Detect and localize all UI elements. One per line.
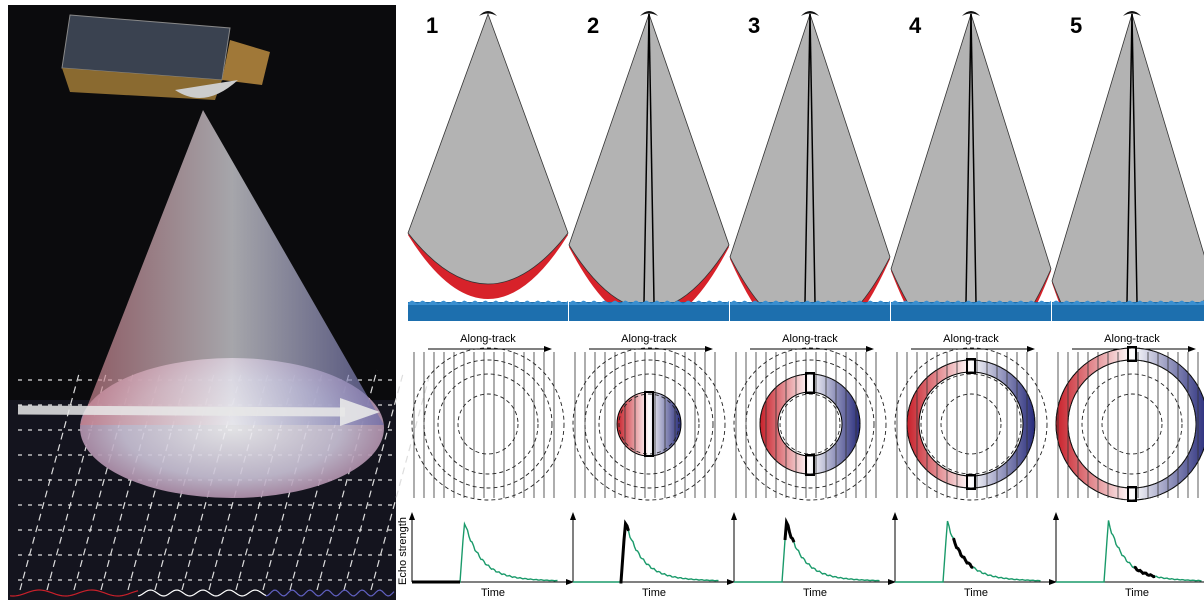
arrow-head bbox=[1188, 346, 1196, 352]
direction-label: Along-track bbox=[621, 333, 677, 345]
range-circle bbox=[424, 360, 552, 488]
echo-ring bbox=[907, 360, 1035, 488]
direction-label: Along-track bbox=[943, 333, 999, 345]
gate-waveform bbox=[785, 522, 794, 542]
waveform bbox=[895, 521, 1041, 582]
beam bbox=[730, 14, 890, 349]
x-axis-label: Time bbox=[481, 587, 505, 599]
arrow-head bbox=[544, 346, 552, 352]
arrow-head bbox=[705, 346, 713, 352]
satellite-illustration bbox=[8, 5, 431, 600]
x-axis-label: Time bbox=[964, 587, 988, 599]
beam-cone bbox=[730, 14, 890, 334]
range-circle bbox=[1068, 360, 1196, 488]
echo-ring bbox=[760, 374, 860, 474]
beam-cone bbox=[408, 14, 568, 284]
arrow-head bbox=[892, 512, 898, 520]
gate-waveform bbox=[1134, 567, 1155, 577]
echo-disk bbox=[617, 392, 681, 456]
panel-number: 3 bbox=[748, 13, 760, 38]
beam bbox=[408, 14, 568, 299]
direction-label: Along-track bbox=[460, 333, 516, 345]
arrow-head bbox=[570, 512, 576, 520]
arrow-head bbox=[731, 512, 737, 520]
range-circle bbox=[941, 394, 1001, 454]
panel: 5 Along-track Time bbox=[1052, 11, 1204, 599]
beam-cone bbox=[569, 14, 729, 309]
range-circle bbox=[458, 394, 518, 454]
gate-waveform bbox=[620, 524, 629, 582]
x-axis-label: Time bbox=[1125, 587, 1149, 599]
direction-label: Along-track bbox=[1104, 333, 1160, 345]
beam bbox=[569, 14, 729, 324]
panel-number: 1 bbox=[426, 13, 438, 38]
waveform bbox=[412, 524, 558, 582]
waveform bbox=[1056, 520, 1202, 582]
waveform bbox=[734, 522, 880, 582]
panel-number: 2 bbox=[587, 13, 599, 38]
panel: 4 Along-track Time bbox=[891, 11, 1057, 599]
panel: 2 Along-track Time bbox=[569, 11, 735, 599]
range-circle bbox=[921, 374, 1021, 474]
direction-label: Along-track bbox=[782, 333, 838, 345]
diagram: 1 Along-track Time Echo strength 2 Along-trac… bbox=[0, 0, 1204, 600]
arrow-head bbox=[409, 512, 415, 520]
panel-number: 5 bbox=[1070, 13, 1082, 38]
panel: 3 Along-track Time bbox=[730, 11, 896, 599]
panel-number: 4 bbox=[909, 13, 922, 38]
range-circle bbox=[734, 348, 886, 500]
range-circle bbox=[1082, 374, 1182, 474]
range-circle bbox=[1102, 394, 1162, 454]
x-axis-label: Time bbox=[803, 587, 827, 599]
y-axis-label: Echo strength bbox=[397, 517, 409, 585]
range-circle bbox=[438, 374, 538, 474]
panel: 1 Along-track Time Echo strength bbox=[397, 11, 574, 599]
beam-cone bbox=[1052, 14, 1204, 384]
arrow-head bbox=[1053, 512, 1059, 520]
arrow-head bbox=[866, 346, 874, 352]
waveform bbox=[573, 524, 719, 582]
arrow-head bbox=[1027, 346, 1035, 352]
x-axis-label: Time bbox=[642, 587, 666, 599]
range-circle bbox=[780, 394, 840, 454]
gate-waveform bbox=[954, 538, 974, 568]
range-circle bbox=[412, 348, 564, 500]
